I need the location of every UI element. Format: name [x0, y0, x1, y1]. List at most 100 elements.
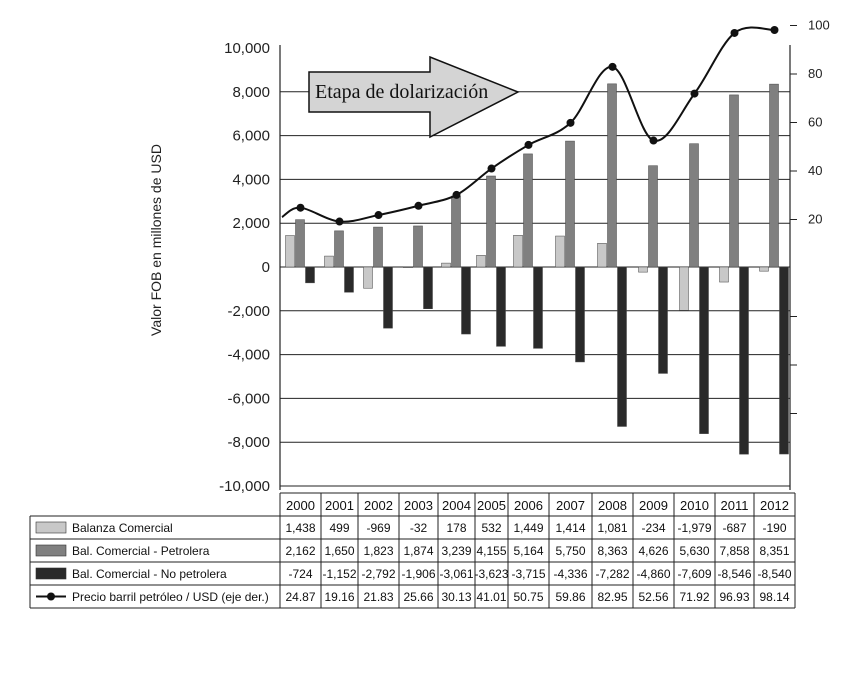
table-cell: 3,239 [441, 544, 471, 558]
legend-label: Precio barril petróleo / USD (eje der.) [72, 590, 269, 604]
table-year: 2000 [286, 498, 315, 513]
bar-petrolera [486, 175, 496, 268]
left-tick-label: 10,000 [224, 40, 270, 57]
bar-balanza-comercial [363, 266, 373, 289]
arrow-shape [308, 55, 520, 139]
left-tick-label: 0 [262, 259, 270, 276]
table-cell: 19.16 [324, 590, 354, 604]
left-tick-label: -8,000 [227, 434, 270, 451]
table-cell: -3,061 [439, 567, 473, 581]
bar-no-petrolera [383, 266, 393, 329]
table-cell: 21.83 [363, 590, 393, 604]
table-cell: 4,626 [638, 544, 668, 558]
bar-petrolera [413, 225, 423, 268]
left-tick-label: -6,000 [227, 390, 270, 407]
table-cell: 82.95 [597, 590, 627, 604]
table-cell: -32 [410, 521, 428, 535]
bar-petrolera [334, 230, 344, 268]
left-tick-label: -10,000 [219, 478, 270, 495]
table-year: 2006 [514, 498, 543, 513]
table-year: 2009 [639, 498, 668, 513]
right-tick-label: 40 [808, 163, 822, 178]
table-cell: 50.75 [513, 590, 543, 604]
table-cell: -7,282 [595, 567, 629, 581]
bar-balanza-comercial [638, 266, 648, 273]
bar-no-petrolera [739, 266, 749, 455]
bar-no-petrolera [461, 266, 471, 335]
right-tick-label: 20 [808, 212, 822, 227]
table-year: 2004 [442, 498, 471, 513]
table-cell: -7,609 [677, 567, 711, 581]
arrow-label: Etapa de dolarización [315, 81, 488, 103]
table-cell: 1,650 [324, 544, 354, 558]
table-cell: 2,162 [285, 544, 315, 558]
price-point [524, 140, 533, 149]
table-cell: 4,155 [476, 544, 506, 558]
price-point [452, 190, 461, 199]
legend-label: Balanza Comercial [72, 521, 173, 535]
left-tick-label: -2,000 [227, 303, 270, 320]
table-cell: -4,860 [636, 567, 670, 581]
axes [279, 45, 791, 490]
price-point [566, 118, 575, 127]
left-tick-label: -4,000 [227, 347, 270, 364]
table-cell: 1,438 [285, 521, 315, 535]
bar-balanza-comercial [759, 266, 769, 272]
dolarization-arrow: Etapa de dolarización [308, 55, 520, 139]
left-tick-label: 8,000 [232, 84, 270, 101]
table-cell: -234 [641, 521, 665, 535]
bar-petrolera [373, 226, 383, 268]
table-cell: -687 [722, 521, 746, 535]
table-cell: 1,081 [597, 521, 627, 535]
table-cell: 5,164 [513, 544, 543, 558]
legend-label: Bal. Comercial - No petrolera [72, 567, 227, 581]
bar-no-petrolera [305, 266, 315, 284]
table-cell: -4,336 [553, 567, 587, 581]
table-year: 2011 [721, 498, 749, 513]
table-cell: 5,750 [555, 544, 585, 558]
bars [285, 83, 789, 455]
y-axis-label: Valor FOB en millones de USD [148, 144, 164, 336]
table-cell: 59.86 [555, 590, 585, 604]
legend-swatch [35, 521, 67, 534]
price-point [730, 28, 739, 37]
table-cell: 7,858 [719, 544, 749, 558]
bar-no-petrolera [344, 266, 354, 293]
bar-no-petrolera [699, 266, 709, 434]
bar-balanza-comercial [597, 243, 607, 268]
left-axis-ticks: 10,000 8,000 6,000 4,000 2,000 0 -2,000 -4,000 -… [219, 40, 270, 495]
table-cell: 1,874 [403, 544, 433, 558]
price-point [335, 217, 344, 226]
table-year: 2005 [477, 498, 506, 513]
table-cell: -969 [366, 521, 390, 535]
bar-petrolera [295, 219, 305, 268]
bar-petrolera [607, 83, 617, 268]
bar-petrolera [729, 94, 739, 268]
bar-balanza-comercial [513, 235, 523, 268]
price-point [690, 89, 699, 98]
price-point [770, 26, 779, 35]
right-tick-label: 60 [808, 115, 822, 130]
price-point [296, 203, 305, 212]
table-cell: 5,630 [679, 544, 709, 558]
table-cell: 71.92 [679, 590, 709, 604]
legend-swatch [35, 544, 67, 557]
right-axis-ticks: 12010080604020 [790, 18, 830, 414]
right-tick-label: 100 [808, 18, 830, 33]
table-cell: 41.01 [476, 590, 506, 604]
bar-balanza-comercial [476, 255, 486, 268]
legend-marker [47, 592, 55, 601]
price-point [608, 62, 617, 71]
bar-no-petrolera [496, 266, 506, 347]
bar-no-petrolera [658, 266, 668, 374]
table-cell: -3,715 [511, 567, 545, 581]
price-point [487, 164, 496, 173]
table-cell: 1,823 [363, 544, 393, 558]
price-line [281, 26, 779, 226]
table-year: 2007 [556, 498, 585, 513]
table-cell: 1,449 [513, 521, 543, 535]
table-cell: -2,792 [361, 567, 395, 581]
bar-balanza-comercial [285, 235, 295, 268]
bar-petrolera [451, 195, 461, 268]
table-cell: -1,906 [401, 567, 435, 581]
